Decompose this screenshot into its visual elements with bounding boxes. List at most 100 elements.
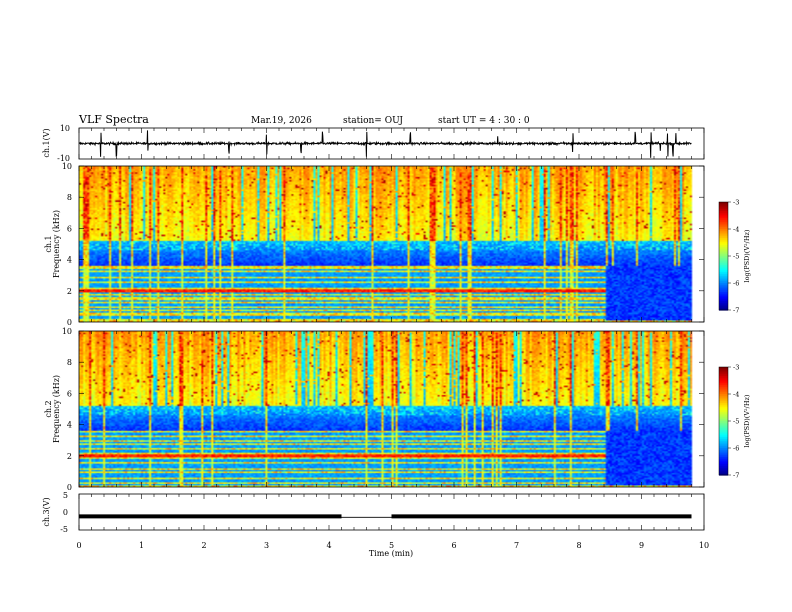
ch2-colorbar-cell [719,410,728,413]
ch1-colorbar-cell [719,239,728,243]
ch1-channel-label: ch.1 [44,235,53,252]
time-tick-labels: 0 1 2 3 4 5 6 7 8 9 10 [76,541,709,550]
ch2-colorbar-cell [719,451,728,454]
ch1-colorbar-cell [719,238,728,241]
ch1-colorbar-cell [719,304,728,307]
ch1-colorbar-cell [719,306,728,309]
figure-header: VLF Spectra Mar.19, 2026 station= OUJ st… [78,113,530,126]
ch1-ytick-bottom: -10 [57,154,70,163]
ch3-ytick-bottom: -5 [60,525,68,534]
ch2-colorbar-cell [719,457,728,460]
ch2-colorbar-cell [719,458,728,462]
ch1-colorbar-cell [719,274,728,277]
ch1-waveform-line [78,130,692,158]
ch1-colorbar-cell [719,297,728,300]
ch1-colorbar-cell [719,279,728,282]
ch1-colorbar-label: log(PSD)(V²/Hz) [743,229,751,282]
ch1-colorbar-cell [719,223,728,226]
ch1-colorbar-cell [719,236,728,239]
ch2-colorbar-cell [719,413,728,417]
ch2-colorbar: -3 -4 -5 -6 -7 log(PSD)(V²/Hz) [718,364,751,480]
time-tick-label: 5 [389,541,394,550]
ch2-freq-ticks: 0 2 4 6 8 10 [62,327,704,492]
ch2-colorbar-cell [719,376,728,379]
ch2-spectrogram-panel: 0 2 4 6 8 10 ch.2 Frequency (kHz) -3 -4 -5 -6 -7 l… [44,327,751,492]
ch1-colorbar-cell [719,214,728,217]
time-tick-label: 8 [576,541,581,550]
ch2-colorbar-cell [719,473,728,476]
ch2-colorbar-cell [719,421,728,424]
ch2-colorbar-tick-label: -3 [733,364,739,372]
ch1-colorbar-cell [719,232,728,235]
ch2-colorbar-cell [719,467,728,471]
ch2-colorbar-cell [719,440,728,444]
ch1-colorbar-cell [719,221,728,225]
ch2-colorbar-cell [719,368,728,372]
ch1-colorbar-cell [719,293,728,297]
ch2-freq-tick-label: 10 [62,327,72,336]
ch1-colorbar-cell [719,257,728,261]
ch2-freq-tick-label: 0 [67,483,72,492]
ch1-colorbar: -3 -4 -5 -6 -7 log(PSD)(V²/Hz) [718,199,751,315]
ch1-colorbar-cell [719,209,728,212]
ch1-colorbar-cell [719,225,728,228]
ch2-colorbar-cell [719,469,728,472]
ch2-colorbar-cell [719,367,728,370]
ch2-colorbar-cell [719,442,728,445]
ch1-colorbar-cell [719,302,728,306]
ch2-colorbar-cell [719,462,728,465]
ch1-freq-tick-label: 10 [62,162,72,171]
ch3-axis-ticks [78,494,705,530]
ch1-colorbar-cell [719,230,728,234]
ch2-colorbar-cell [719,471,728,474]
ch1-spectrogram-axis-ticks [78,166,705,322]
ch1-colorbar-cell [719,259,728,262]
ch2-colorbar-tick-label: -5 [733,418,739,426]
ch1-colorbar-cell [719,245,728,248]
ch1-ylabel: ch.1(V) [42,128,51,157]
ch2-colorbar-cell [719,404,728,408]
ch1-colorbar-cell [719,301,728,304]
ch1-colorbar-cell [719,248,728,252]
ch1-colorbar-cell [719,203,728,207]
ch3-ylabel: ch.3(V) [42,497,51,526]
ch2-colorbar-cell [719,399,728,402]
ch1-colorbar-cell [719,234,728,237]
ch2-colorbar-cell [719,419,728,422]
ch1-colorbar-cell [719,275,728,279]
ch1-colorbar-cell [719,212,728,216]
ch1-freq-ticks: 0 2 4 6 8 10 [62,162,704,327]
ch2-freq-tick-label: 6 [67,389,72,398]
ch1-colorbar-cell [719,283,728,286]
ch2-spectrogram-image [79,331,704,487]
ch1-ytick-top: 10 [60,124,70,133]
ch1-colorbar-tick-label: -3 [733,199,739,207]
ch1-colorbar-cell [719,205,728,208]
ch3-ytick-top: 5 [63,491,68,500]
ch2-colorbar-cell [719,386,728,390]
ch2-colorbar-cell [719,431,728,435]
ch1-colorbar-cell [719,268,728,271]
ch1-colorbar-tick-label: -7 [733,307,739,315]
ch2-spectrogram-axis-ticks [78,331,705,487]
ch1-freq-tick-label: 6 [67,224,72,233]
ch1-colorbar-cell [719,263,728,266]
ch3-ytick-mid: 0 [63,508,68,517]
ch2-colorbar-cell [719,377,728,381]
ch2-colorbar-cell [719,439,728,442]
ch1-colorbar-cell [719,202,728,205]
date-label: Mar.19, 2026 [251,116,312,126]
ch1-colorbar-cell [719,252,728,255]
ch2-colorbar-tick-label: -4 [733,391,739,399]
ch1-colorbar-cell [719,265,728,268]
ch2-colorbar-label: log(PSD)(V²/Hz) [743,394,751,447]
ch2-colorbar-cell [719,433,728,436]
ch2-colorbar-cell [719,397,728,400]
ch1-colorbar-cell [719,216,728,219]
ch2-colorbar-cell [719,383,728,386]
ch2-colorbar-cell [719,392,728,395]
ch2-colorbar-cell [719,428,728,431]
ch1-colorbar-cell [719,295,728,298]
ch1-colorbar-cell [719,218,728,221]
